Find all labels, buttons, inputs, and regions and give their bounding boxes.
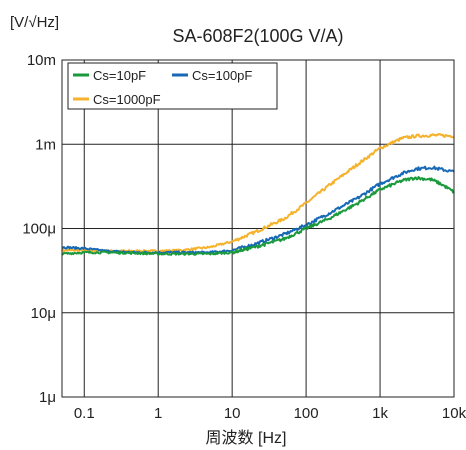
legend-label: Cs=10pF: [93, 68, 146, 83]
series-line-cs-1000pf: [61, 133, 455, 253]
x-tick-label: 1: [154, 405, 162, 422]
series-line-cs-100pf: [61, 165, 455, 255]
y-tick-label: 10m: [27, 52, 56, 69]
y-tick-label: 1m: [35, 136, 56, 153]
legend-label: Cs=100pF: [192, 68, 252, 83]
x-tick-label: 10: [224, 405, 241, 422]
series-lines: [61, 133, 455, 256]
y-axis-label: [V/√Hz]: [10, 14, 59, 31]
legend-label: Cs=1000pF: [93, 92, 161, 107]
y-tick-label: 10μ: [31, 305, 56, 322]
grid: [62, 60, 454, 397]
y-tick-label: 1μ: [39, 389, 56, 406]
x-tick-label: 100: [294, 405, 319, 422]
chart-title: SA-608F2(100G V/A): [172, 26, 343, 46]
y-tick-label: 100μ: [22, 221, 56, 238]
legend: Cs=10pF Cs=100pF Cs=1000pF: [67, 62, 278, 110]
plot-frame: [61, 59, 455, 398]
x-tick-label: 1k: [372, 405, 388, 422]
tick-labels: 0.1 1 10 100 1k 10k 1μ 10μ 100μ 1m 10m: [22, 52, 466, 422]
x-tick-label: 10k: [442, 405, 466, 422]
x-axis-label: 周波数 [Hz]: [206, 429, 287, 447]
legend-box: [67, 62, 278, 110]
x-tick-label: 0.1: [74, 405, 95, 422]
series-line-cs-10pf: [61, 176, 455, 256]
